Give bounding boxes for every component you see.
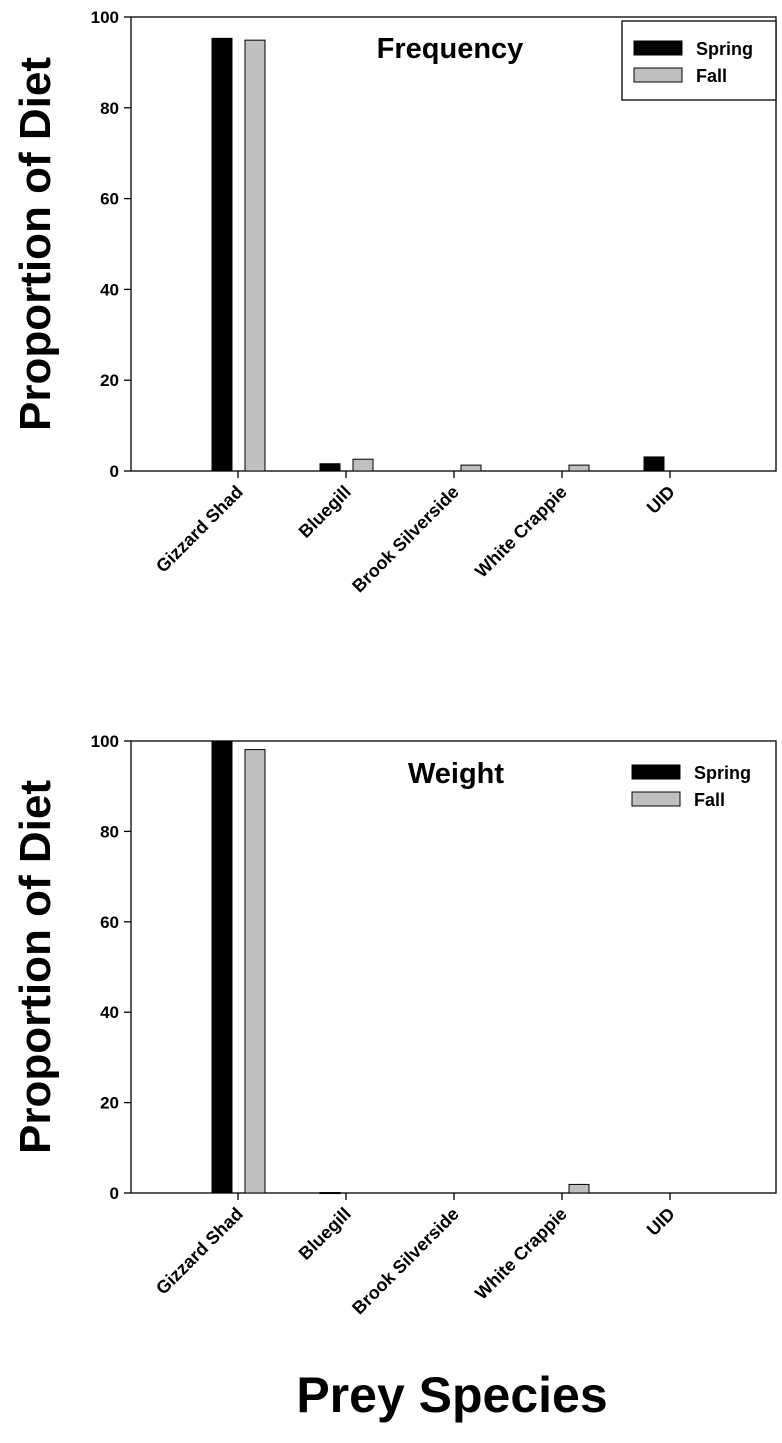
y-axis-label: Proportion of Diet — [11, 57, 60, 431]
y-tick-label: 40 — [100, 1003, 119, 1022]
legend: Spring Fall — [631, 763, 751, 810]
legend-swatch-fall — [631, 791, 681, 807]
legend-label-spring: Spring — [696, 39, 753, 59]
legend-label-fall: Fall — [696, 66, 727, 86]
panel-title: Weight — [408, 758, 504, 790]
y-tick-label: 60 — [100, 190, 119, 209]
y-tick-label: 80 — [100, 99, 119, 118]
y-tick-label: 20 — [100, 371, 119, 390]
x-tick-label: Brook Silverside — [348, 1204, 463, 1319]
legend: Spring Fall — [621, 20, 777, 101]
bar-fall — [244, 39, 266, 472]
x-tick-label: Bluegill — [295, 482, 355, 542]
y-tick-label: 100 — [91, 8, 119, 27]
y-tick-label: 40 — [100, 280, 119, 299]
y-tick-label: 60 — [100, 913, 119, 932]
x-tick-label: White Crappie — [471, 1204, 571, 1304]
x-tick-label: Gizzard Shad — [152, 482, 247, 577]
legend-label-spring: Spring — [694, 763, 751, 783]
legend-swatch-spring — [633, 40, 683, 56]
x-tick-label: UID — [643, 482, 679, 518]
x-tick-label: UID — [643, 1204, 679, 1240]
x-tick-label: Gizzard Shad — [152, 1204, 247, 1299]
y-tick-label: 20 — [100, 1094, 119, 1113]
bar-fall — [568, 1183, 590, 1194]
legend-swatch-fall — [633, 67, 683, 83]
bar-spring — [643, 456, 665, 472]
bar-fall — [568, 464, 590, 472]
bar-spring — [319, 1192, 341, 1195]
panel-title: Frequency — [377, 33, 524, 65]
bar-spring — [319, 463, 341, 472]
y-tick-label: 80 — [100, 822, 119, 841]
bar-fall — [352, 458, 374, 472]
legend-swatch-spring — [631, 764, 681, 780]
y-tick-label: 100 — [91, 732, 119, 751]
bar-spring — [211, 740, 233, 1194]
y-tick-label: 0 — [110, 462, 119, 481]
legend-box — [621, 20, 777, 101]
x-tick-label: Brook Silverside — [348, 482, 463, 597]
bar-fall — [460, 464, 482, 472]
x-tick-label: Bluegill — [295, 1204, 355, 1264]
y-axis-label: Proportion of Diet — [11, 780, 60, 1154]
legend-label-fall: Fall — [694, 790, 725, 810]
y-tick-label: 0 — [110, 1184, 119, 1203]
x-axis-label: Prey Species — [296, 1367, 607, 1423]
bar-fall — [244, 749, 266, 1194]
bar-spring — [211, 37, 233, 472]
x-tick-label: White Crappie — [471, 482, 571, 582]
